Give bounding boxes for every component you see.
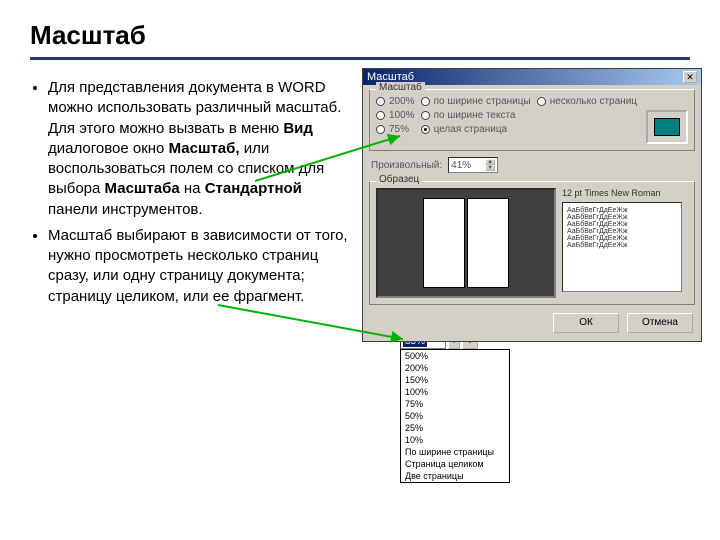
b1-mid: диалоговое окно	[48, 140, 169, 157]
content-area: Для представления документа в WORD можно…	[30, 78, 690, 538]
monitor-icon[interactable]	[646, 110, 688, 144]
bullet-2: Масштаб выбирают в зависимости от того, …	[48, 226, 350, 307]
radio-75-label: 75%	[389, 124, 409, 135]
bullet-list: Для представления документа в WORD можно…	[30, 78, 350, 307]
dd-item[interactable]: 25%	[401, 422, 509, 434]
b1-b1: Вид	[283, 120, 313, 137]
dd-item[interactable]: Страница целиком	[401, 458, 509, 470]
cancel-button[interactable]: Отмена	[627, 313, 693, 333]
dd-item[interactable]: 200%	[401, 362, 509, 374]
dd-item[interactable]: 500%	[401, 350, 509, 362]
b1-mid3: на	[180, 180, 205, 197]
sample-line: АаБбВвГгДдЕеЖж	[567, 221, 677, 228]
b1-b2: Масштаб,	[169, 140, 240, 157]
dd-item[interactable]: 150%	[401, 374, 509, 386]
sample-line: АаБбВвГгДдЕеЖж	[567, 242, 677, 249]
dd-item[interactable]: 75%	[401, 398, 509, 410]
radio-page-width[interactable]	[421, 97, 430, 106]
radio-col-3: несколько страниц	[537, 96, 688, 144]
title-rule	[30, 57, 690, 60]
preview-page-2	[467, 198, 509, 288]
dd-item[interactable]: По ширине страницы	[401, 446, 509, 458]
radio-mp-label: несколько страниц	[550, 96, 637, 107]
dd-item[interactable]: 10%	[401, 434, 509, 446]
dd-item[interactable]: 50%	[401, 410, 509, 422]
radio-100[interactable]	[376, 111, 385, 120]
radio-pw-label: по ширине страницы	[434, 96, 531, 107]
zoom-spinner[interactable]: 41% ▲▼	[448, 157, 498, 173]
zoom-dialog: Масштаб ✕ 200% 100% 75% по ширине страни…	[362, 68, 702, 342]
sample-label: 12 pt Times New Roman	[562, 188, 682, 198]
radio-75[interactable]	[376, 125, 385, 134]
sample-panel: 12 pt Times New Roman АаБбВвГгДдЕеЖж АаБ…	[562, 188, 682, 298]
dd-item[interactable]: 100%	[401, 386, 509, 398]
bullet-1: Для представления документа в WORD можно…	[48, 78, 350, 220]
preview-monitor	[376, 188, 556, 298]
close-icon[interactable]: ✕	[683, 71, 697, 83]
b1-b4: Стандартной	[205, 180, 302, 197]
radio-col-1: 200% 100% 75%	[376, 96, 415, 144]
radio-100-label: 100%	[389, 110, 415, 121]
zoom-value: 41%	[451, 160, 471, 171]
zoom-custom-label: Произвольный:	[371, 160, 442, 171]
sample-line: АаБбВвГгДдЕеЖж	[567, 214, 677, 221]
spin-down-icon[interactable]: ▼	[485, 165, 495, 171]
ok-button[interactable]: ОК	[553, 313, 619, 333]
radio-text-width[interactable]	[421, 111, 430, 120]
zoom-dropdown-list: 500% 200% 150% 100% 75% 50% 25% 10% По ш…	[400, 349, 510, 483]
radio-200-label: 200%	[389, 96, 415, 107]
radio-many-pages[interactable]	[537, 97, 546, 106]
radio-200[interactable]	[376, 97, 385, 106]
b1-b3: Масштаба	[105, 180, 180, 197]
sample-line: АаБбВвГгДдЕеЖж	[567, 228, 677, 235]
radio-wp-label: целая страница	[434, 124, 508, 135]
sample-box: АаБбВвГгДдЕеЖж АаБбВвГгДдЕеЖж АаБбВвГгДд…	[562, 202, 682, 292]
zoom-group: 200% 100% 75% по ширине страницы по шири…	[369, 89, 695, 151]
preview-group: 12 pt Times New Roman АаБбВвГгДдЕеЖж АаБ…	[369, 181, 695, 305]
b1-tail: панели инструментов.	[48, 201, 203, 218]
zoom-dropdown: 85% ▼ ? 500% 200% 150% 100% 75% 50% 25% …	[400, 333, 510, 483]
preview-page-1	[423, 198, 465, 288]
radio-whole-page[interactable]	[421, 125, 430, 134]
sample-line: АаБбВвГгДдЕеЖж	[567, 235, 677, 242]
dd-item[interactable]: Две страницы	[401, 470, 509, 482]
sample-line: АаБбВвГгДдЕеЖж	[567, 207, 677, 214]
radio-tw-label: по ширине текста	[434, 110, 516, 121]
radio-col-2: по ширине страницы по ширине текста цела…	[421, 96, 531, 144]
slide-title: Масштаб	[30, 20, 690, 51]
